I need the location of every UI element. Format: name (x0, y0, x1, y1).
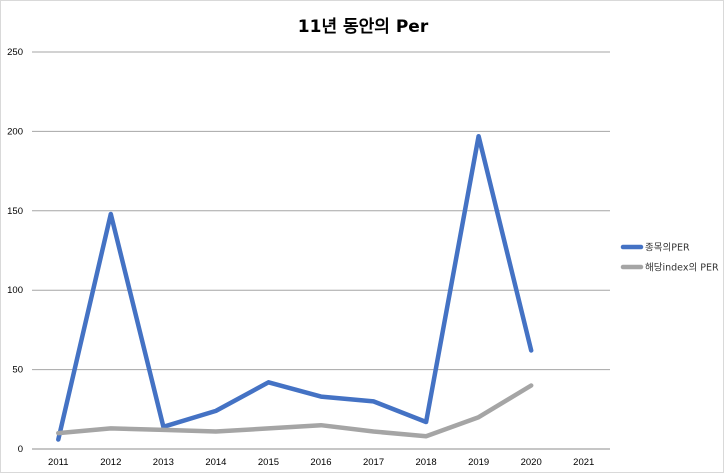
series-lines (56, 133, 534, 442)
legend-label: 종목의PER (645, 243, 690, 254)
x-tick-label: 2016 (310, 457, 331, 468)
chart-title: 11년 동안의 Per (298, 17, 429, 37)
x-tick-label: 2019 (468, 457, 489, 468)
x-axis-tick-labels: 2011 2012 2013 2014 2015 2016 2017 2018 2019 2020… (48, 457, 594, 468)
y-tick-label: 100 (7, 285, 23, 296)
y-tick-label: 0 (18, 444, 23, 455)
x-tick-label: 2021 (573, 457, 594, 468)
legend-label: 해당index의 PER (645, 262, 719, 274)
x-tick-label: 2014 (205, 457, 226, 468)
y-tick-label: 50 (12, 365, 23, 376)
y-tick-label: 250 (7, 47, 23, 58)
series-line-1 (56, 133, 534, 442)
y-tick-label: 200 (7, 126, 23, 137)
y-axis-tick-labels: 0 50 100 150 200 250 (7, 47, 23, 455)
x-tick-label: 2015 (258, 457, 279, 468)
series-line-2 (56, 383, 534, 439)
x-tick-label: 2020 (521, 457, 542, 468)
y-tick-label: 150 (7, 206, 23, 217)
x-tick-label: 2011 (48, 457, 68, 468)
x-tick-label: 2017 (363, 457, 384, 468)
x-tick-label: 2012 (100, 457, 121, 468)
legend: 종목의PER 해당index의 PER (620, 243, 719, 274)
x-tick-label: 2013 (153, 457, 174, 468)
x-tick-label: 2018 (416, 457, 437, 468)
